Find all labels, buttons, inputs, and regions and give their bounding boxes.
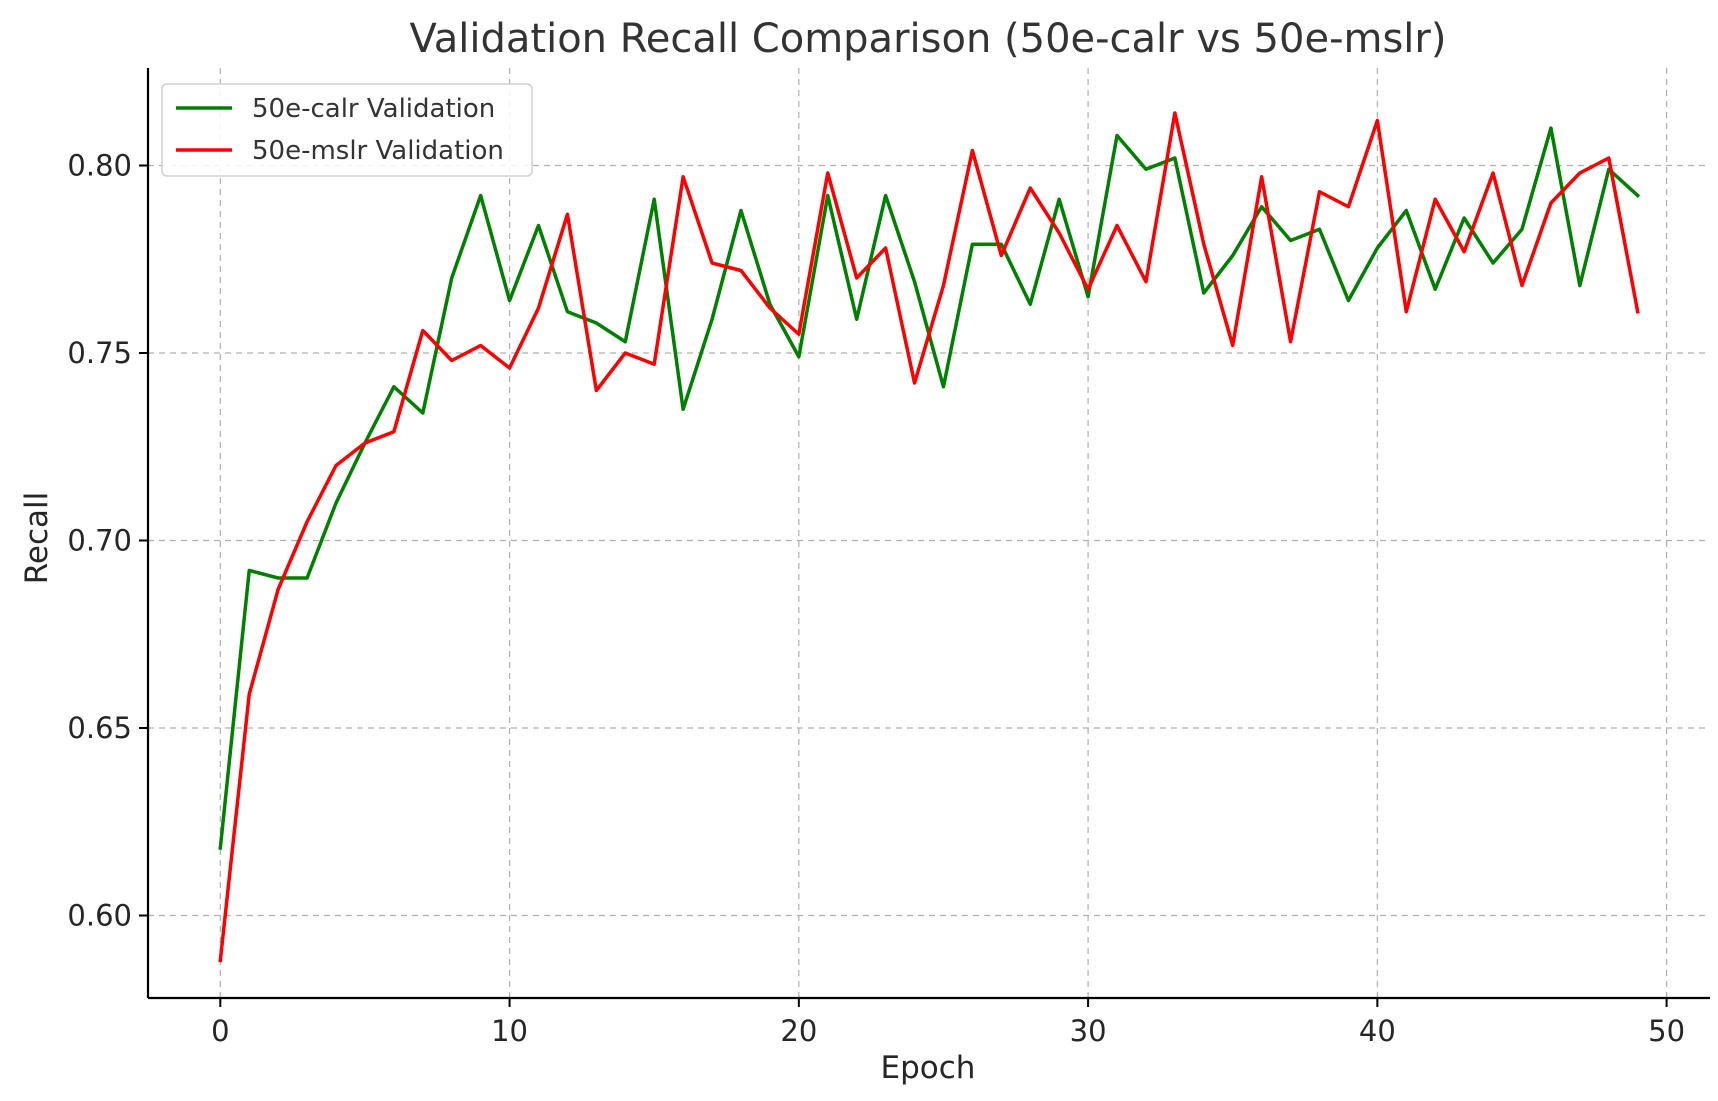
y-tick-label: 0.60 bbox=[67, 899, 132, 933]
grid-lines bbox=[148, 68, 1710, 998]
legend-label-calr: 50e-calr Validation bbox=[252, 94, 495, 124]
axes bbox=[146, 68, 1710, 1000]
x-tick-label: 30 bbox=[1070, 1014, 1107, 1048]
series-lines bbox=[218, 111, 1641, 963]
legend-label-mslr: 50e-mslr Validation bbox=[252, 136, 504, 166]
x-tick-label: 20 bbox=[780, 1014, 817, 1048]
series-line-mslr bbox=[218, 111, 1640, 963]
x-axis-label: Epoch bbox=[881, 1050, 976, 1086]
x-tick-label: 0 bbox=[211, 1014, 229, 1048]
legend-box bbox=[161, 83, 533, 177]
chart-title: Validation Recall Comparison (50e-calr v… bbox=[410, 16, 1447, 62]
y-tick-label: 0.70 bbox=[67, 524, 132, 558]
y-axis-label: Recall bbox=[19, 492, 55, 585]
x-tick-label: 50 bbox=[1648, 1014, 1685, 1048]
legend: 50e-calr Validation 50e-mslr Validation bbox=[161, 83, 533, 177]
y-tick-label: 0.65 bbox=[67, 711, 132, 745]
y-tick-label: 0.75 bbox=[67, 336, 132, 370]
x-tick-label: 10 bbox=[491, 1014, 528, 1048]
x-tick-label: 40 bbox=[1359, 1014, 1396, 1048]
y-tick-label: 0.80 bbox=[67, 149, 132, 183]
tick-marks: 0 10 20 30 40 50 0.60 0.65 0.70 0.75 0.80 bbox=[67, 149, 1685, 1049]
